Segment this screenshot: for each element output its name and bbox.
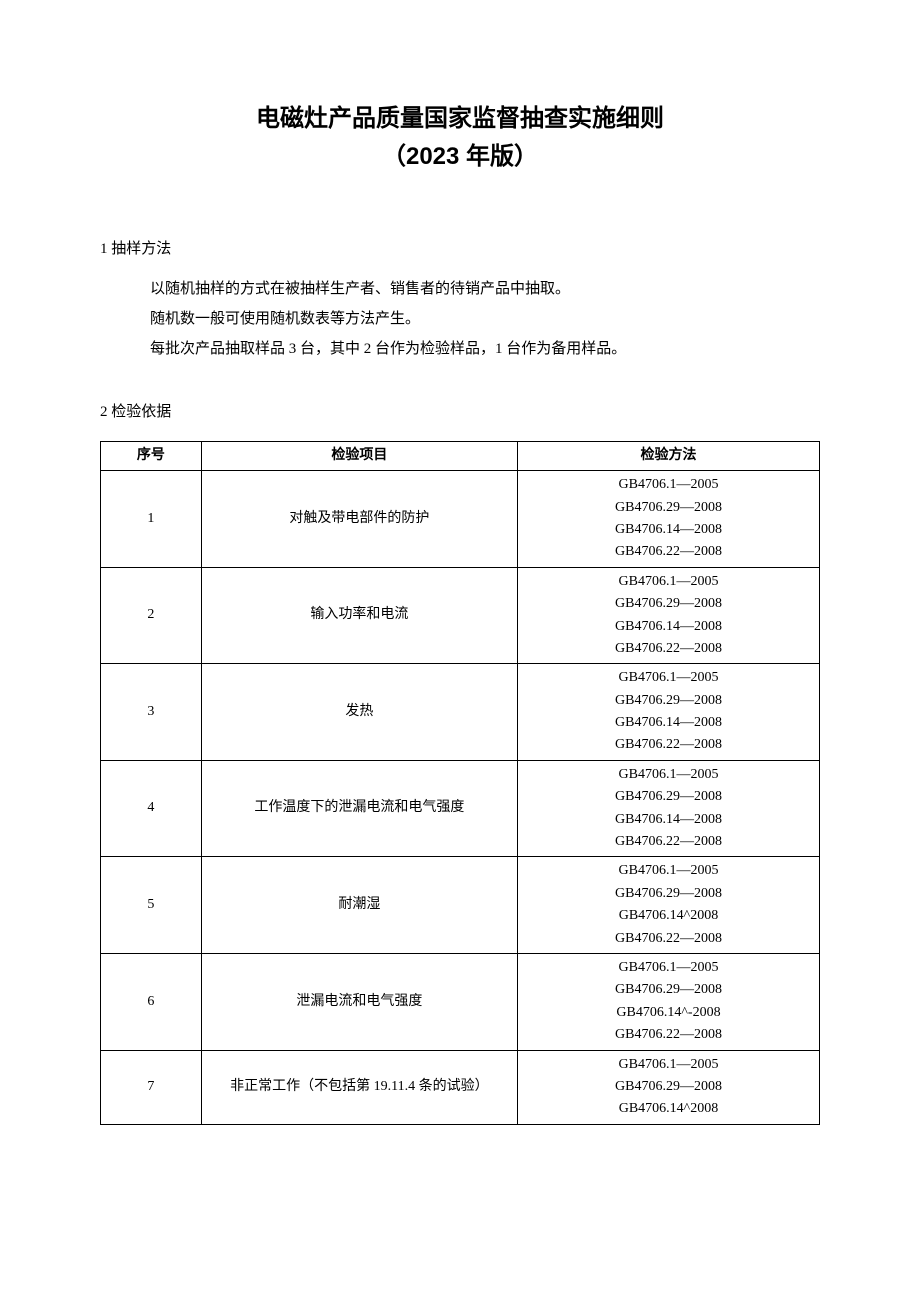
col-header-item: 检验项目	[201, 441, 517, 470]
cell-method: GB4706.1—2005GB4706.29—2008GB4706.14—200…	[518, 664, 820, 761]
table-header-row: 序号 检验项目 检验方法	[101, 441, 820, 470]
cell-seq: 4	[101, 760, 202, 857]
table-row: 1对触及带电部件的防护GB4706.1—2005GB4706.29—2008GB…	[101, 471, 820, 568]
cell-method: GB4706.1—2005GB4706.29—2008GB4706.14^-20…	[518, 953, 820, 1050]
section2-heading: 2 检验依据	[100, 400, 820, 421]
cell-seq: 6	[101, 953, 202, 1050]
cell-method: GB4706.1—2005GB4706.29—2008GB4706.14^200…	[518, 1050, 820, 1124]
table-row: 7非正常工作（不包括第 19.11.4 条的试验）GB4706.1—2005GB…	[101, 1050, 820, 1124]
cell-seq: 5	[101, 857, 202, 954]
section1-para-1: 随机数一般可使用随机数表等方法产生。	[100, 304, 820, 334]
title-block: 电磁灶产品质量国家监督抽查实施细则 （2023 年版）	[100, 100, 820, 177]
cell-seq: 1	[101, 471, 202, 568]
cell-method: GB4706.1—2005GB4706.29—2008GB4706.14—200…	[518, 471, 820, 568]
table-head: 序号 检验项目 检验方法	[101, 441, 820, 470]
cell-item: 泄漏电流和电气强度	[201, 953, 517, 1050]
section1-para-2: 每批次产品抽取样品 3 台，其中 2 台作为检验样品，1 台作为备用样品。	[100, 334, 820, 364]
cell-seq: 3	[101, 664, 202, 761]
title-line1: 电磁灶产品质量国家监督抽查实施细则	[100, 100, 820, 138]
cell-item: 非正常工作（不包括第 19.11.4 条的试验）	[201, 1050, 517, 1124]
table-row: 5耐潮湿GB4706.1—2005GB4706.29—2008GB4706.14…	[101, 857, 820, 954]
cell-item: 对触及带电部件的防护	[201, 471, 517, 568]
cell-item: 输入功率和电流	[201, 567, 517, 664]
col-header-method: 检验方法	[518, 441, 820, 470]
cell-item: 工作温度下的泄漏电流和电气强度	[201, 760, 517, 857]
cell-method: GB4706.1—2005GB4706.29—2008GB4706.14—200…	[518, 760, 820, 857]
table-body: 1对触及带电部件的防护GB4706.1—2005GB4706.29—2008GB…	[101, 471, 820, 1125]
cell-item: 耐潮湿	[201, 857, 517, 954]
table-row: 6泄漏电流和电气强度GB4706.1—2005GB4706.29—2008GB4…	[101, 953, 820, 1050]
inspection-table: 序号 检验项目 检验方法 1对触及带电部件的防护GB4706.1—2005GB4…	[100, 441, 820, 1125]
cell-method: GB4706.1—2005GB4706.29—2008GB4706.14^200…	[518, 857, 820, 954]
cell-item: 发热	[201, 664, 517, 761]
document-page: 电磁灶产品质量国家监督抽查实施细则 （2023 年版） 1 抽样方法 以随机抽样…	[0, 0, 920, 1301]
section1-heading: 1 抽样方法	[100, 237, 820, 258]
table-row: 2输入功率和电流GB4706.1—2005GB4706.29—2008GB470…	[101, 567, 820, 664]
col-header-seq: 序号	[101, 441, 202, 470]
table-row: 4工作温度下的泄漏电流和电气强度GB4706.1—2005GB4706.29—2…	[101, 760, 820, 857]
cell-seq: 2	[101, 567, 202, 664]
table-row: 3发热GB4706.1—2005GB4706.29—2008GB4706.14—…	[101, 664, 820, 761]
cell-seq: 7	[101, 1050, 202, 1124]
title-line2: （2023 年版）	[100, 138, 820, 176]
section1-para-0: 以随机抽样的方式在被抽样生产者、销售者的待销产品中抽取。	[100, 274, 820, 304]
cell-method: GB4706.1—2005GB4706.29—2008GB4706.14—200…	[518, 567, 820, 664]
